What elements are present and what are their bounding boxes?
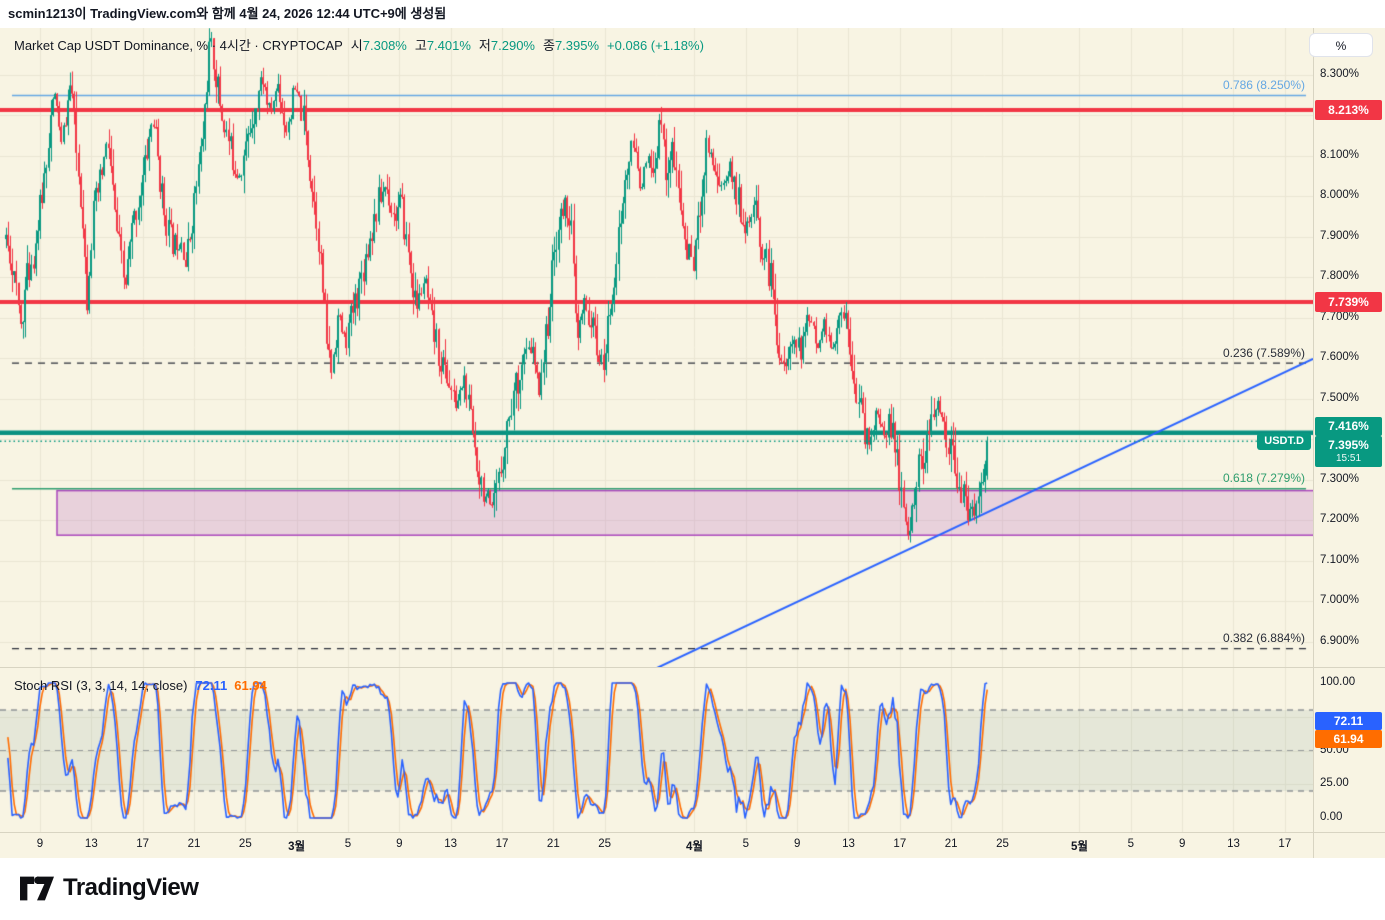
fib-level-0786-label[interactable]: 0.786 (8.250%) <box>1222 78 1305 92</box>
chart-area: Market Cap USDT Dominance, % · 4시간 · CRY… <box>0 28 1385 858</box>
stoch-k-badge: 72.11 <box>1315 712 1382 730</box>
price-axis-tick: 7.700% <box>1320 310 1360 323</box>
time-axis-tick: 13 <box>842 838 855 850</box>
time-axis-tick: 9 <box>396 838 403 850</box>
price-axis-tick: 8.100% <box>1320 148 1360 161</box>
resistance-price-badge-7739: 7.739% <box>1315 292 1382 312</box>
time-axis-tick: 25 <box>238 838 252 850</box>
price-axis-tick: 7.000% <box>1320 594 1360 607</box>
time-axis-tick: 4월 <box>685 841 703 853</box>
fib-level-0618-label[interactable]: 0.618 (7.279%) <box>1222 471 1305 485</box>
time-axis-tick: 9 <box>793 838 801 850</box>
time-axis-tick: 17 <box>1278 838 1292 850</box>
time-axis-tick: 17 <box>893 838 907 850</box>
symbol-legend: Market Cap USDT Dominance, % · 4시간 · CRY… <box>14 35 704 54</box>
footer-bar: TradingView <box>0 858 1385 920</box>
time-axis-tick: 9 <box>1178 838 1186 850</box>
close-value: 7.395% <box>554 38 600 53</box>
stoch-d-value: 61.94 <box>234 678 267 693</box>
time-axis-tick: 21 <box>944 838 958 850</box>
price-axis-tick: 6.900% <box>1320 634 1360 647</box>
low-value: 7.290% <box>490 38 535 53</box>
symbol-title: Market Cap USDT Dominance, % · 4시간 · CRY… <box>14 38 343 53</box>
price-axis-separator <box>1313 28 1314 858</box>
last-price-countdown: 15:51 <box>1335 453 1362 464</box>
close-label: 종 <box>542 38 555 53</box>
stoch-axis-tick: 0.00 <box>1320 811 1343 823</box>
time-axis-tick: 13 <box>1227 838 1240 850</box>
stoch-rsi-legend: Stoch RSI (3, 3, 14, 14, close) 72.11 61.9… <box>14 678 267 693</box>
high-label: 고 <box>414 38 427 53</box>
last-price-badge: 7.395% 15:51 <box>1315 436 1382 467</box>
fib-level-0236-label[interactable]: 0.236 (7.589%) <box>1222 346 1305 360</box>
attribution-text: scmin1213이 TradingView.com와 함께 4월 24, 20… <box>8 6 447 21</box>
price-axis-tick: 7.300% <box>1320 472 1360 485</box>
time-axis-tick: 5 <box>344 838 352 850</box>
time-axis-tick: 5 <box>1127 838 1135 850</box>
open-label: 시 <box>350 38 363 53</box>
time-axis-tick: 25 <box>598 838 612 850</box>
last-price-value: 7.395% <box>1328 438 1369 452</box>
price-axis-tick: 7.600% <box>1320 351 1360 364</box>
tradingview-logo-text: TradingView <box>63 874 199 901</box>
symbol-price-line-badge: USDT.D <box>1257 433 1311 450</box>
high-value: 7.401% <box>426 38 471 53</box>
time-axis-separator <box>0 832 1385 833</box>
stoch-axis-tick: 25.00 <box>1320 777 1349 790</box>
time-axis-tick: 25 <box>996 838 1009 850</box>
stoch-d-badge: 61.94 <box>1315 730 1382 748</box>
price-axis-tick: 7.800% <box>1320 270 1360 283</box>
price-axis-tick: 7.500% <box>1320 391 1360 404</box>
support-price-badge-7416: 7.416% <box>1315 417 1382 436</box>
time-axis-tick: 5월 <box>1070 841 1088 853</box>
price-axis-tick: 8.000% <box>1320 189 1360 202</box>
pane-separator[interactable] <box>0 667 1385 668</box>
time-axis-tick: 17 <box>495 838 509 850</box>
price-axis-tick: 7.100% <box>1320 553 1360 566</box>
tradingview-logo-icon <box>20 876 54 900</box>
price-axis-tick: 7.200% <box>1320 513 1360 526</box>
time-axis-tick: 17 <box>136 838 150 850</box>
low-label: 저 <box>478 38 491 53</box>
time-axis-tick: 13 <box>444 838 458 850</box>
fib-level-0382-label[interactable]: 0.382 (6.884%) <box>1222 631 1305 645</box>
price-axis-unit-button[interactable]: % <box>1309 33 1373 57</box>
tradingview-logo[interactable]: TradingView <box>20 874 199 902</box>
change-value: +0.086 (+1.18%) <box>607 38 704 53</box>
time-axis-tick: 5 <box>742 838 750 850</box>
time-axis-tick: 21 <box>546 838 560 850</box>
stoch-axis-tick: 100.00 <box>1320 676 1356 688</box>
stoch-rsi-canvas[interactable] <box>0 667 1313 832</box>
price-axis-tick: 8.300% <box>1320 67 1360 80</box>
attribution-bar: scmin1213이 TradingView.com와 함께 4월 24, 20… <box>0 0 1385 28</box>
open-value: 7.308% <box>362 38 407 53</box>
stoch-rsi-title: Stoch RSI (3, 3, 14, 14, close) <box>14 678 188 693</box>
time-axis-tick: 21 <box>187 838 201 850</box>
main-price-canvas[interactable] <box>0 28 1313 667</box>
time-axis-tick: 3월 <box>288 841 306 853</box>
time-axis-tick: 9 <box>36 838 44 850</box>
resistance-price-badge-8213: 8.213% <box>1315 100 1382 120</box>
time-axis-tick: 13 <box>84 838 98 850</box>
stoch-k-value: 72.11 <box>195 678 228 693</box>
price-axis-tick: 7.900% <box>1320 229 1360 242</box>
